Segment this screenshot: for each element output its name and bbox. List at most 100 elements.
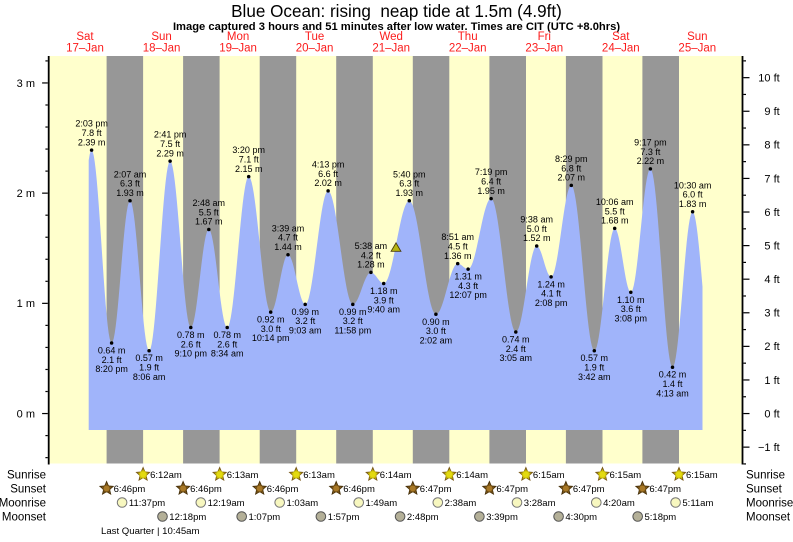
svg-text:6.0 ft: 6.0 ft (683, 190, 704, 200)
svg-text:6:47pm: 6:47pm (496, 484, 528, 495)
svg-text:Sunrise: Sunrise (7, 470, 46, 482)
svg-text:25–Jan: 25–Jan (678, 43, 716, 55)
svg-text:9:38 am: 9:38 am (520, 215, 553, 225)
svg-text:9: 9 (764, 106, 770, 118)
svg-text:23–Jan: 23–Jan (525, 43, 563, 55)
svg-text:6:46pm: 6:46pm (114, 484, 146, 495)
svg-text:0.42 m: 0.42 m (659, 370, 687, 380)
svg-text:Blue Ocean: rising neap tide: Blue Ocean: rising neap tide at 1.5m (4.… (231, 2, 562, 21)
svg-text:1.68 m: 1.68 m (601, 216, 629, 226)
svg-text:3: 3 (764, 308, 770, 320)
svg-text:Sat: Sat (76, 31, 94, 43)
svg-text:6:14am: 6:14am (380, 470, 412, 481)
svg-text:ft: ft (774, 274, 780, 286)
svg-text:6:15am: 6:15am (533, 470, 565, 481)
svg-text:1:49am: 1:49am (366, 498, 398, 509)
svg-text:2.22 m: 2.22 m (637, 156, 665, 166)
svg-text:6:46pm: 6:46pm (343, 484, 375, 495)
svg-text:4:13 pm: 4:13 pm (312, 160, 345, 170)
svg-text:4.1 ft: 4.1 ft (541, 289, 562, 299)
svg-text:5.5 ft: 5.5 ft (605, 206, 626, 216)
svg-text:11:37pm: 11:37pm (129, 498, 165, 509)
svg-text:10: 10 (758, 73, 770, 85)
svg-text:10:30 am: 10:30 am (674, 180, 712, 190)
svg-text:Last Quarter | 10:45am: Last Quarter | 10:45am (101, 526, 199, 537)
svg-text:4: 4 (764, 274, 770, 286)
svg-text:21–Jan: 21–Jan (372, 43, 410, 55)
svg-text:8:29 pm: 8:29 pm (555, 154, 588, 164)
svg-text:1.83 m: 1.83 m (679, 199, 707, 209)
svg-text:3:39 am: 3:39 am (272, 223, 305, 233)
svg-text:Sat: Sat (612, 31, 630, 43)
svg-text:0.57 m: 0.57 m (135, 353, 163, 363)
svg-text:ft: ft (774, 442, 780, 454)
svg-text:6:46pm: 6:46pm (267, 484, 299, 495)
svg-text:ft: ft (774, 341, 780, 353)
svg-text:6: 6 (764, 207, 770, 219)
svg-text:0 m: 0 m (17, 408, 35, 420)
svg-text:0.90 m: 0.90 m (422, 317, 450, 327)
svg-text:Sunset: Sunset (746, 484, 783, 496)
svg-text:0: 0 (764, 408, 770, 420)
svg-text:ft: ft (774, 408, 780, 420)
svg-text:2.02 m: 2.02 m (314, 178, 342, 188)
svg-text:3.2 ft: 3.2 ft (295, 316, 316, 326)
svg-text:ft: ft (774, 308, 780, 320)
svg-text:6.6 ft: 6.6 ft (318, 169, 339, 179)
svg-text:2.4 ft: 2.4 ft (506, 344, 527, 354)
svg-text:19–Jan: 19–Jan (219, 43, 257, 55)
svg-text:ft: ft (774, 375, 780, 387)
svg-text:2:07 am: 2:07 am (114, 169, 147, 179)
svg-text:0.78 m: 0.78 m (213, 330, 241, 340)
svg-text:6.3 ft: 6.3 ft (120, 179, 141, 189)
svg-text:2:02 am: 2:02 am (420, 335, 453, 345)
svg-text:7:19 pm: 7:19 pm (475, 167, 508, 177)
svg-text:0.92 m: 0.92 m (257, 315, 285, 325)
svg-text:1:07pm: 1:07pm (249, 512, 281, 523)
svg-text:5: 5 (764, 241, 770, 253)
svg-text:6:47pm: 6:47pm (649, 484, 681, 495)
svg-text:1.9 ft: 1.9 ft (584, 363, 605, 373)
svg-text:4:20am: 4:20am (603, 498, 635, 509)
svg-text:1:03am: 1:03am (287, 498, 319, 509)
svg-text:0.57 m: 0.57 m (581, 353, 609, 363)
svg-text:1.9 ft: 1.9 ft (139, 363, 160, 373)
svg-text:0.99 m: 0.99 m (339, 307, 367, 317)
svg-text:5:38 am: 5:38 am (355, 241, 388, 251)
svg-text:0.99 m: 0.99 m (291, 307, 319, 317)
svg-text:1.36 m: 1.36 m (444, 251, 472, 261)
svg-text:5:11am: 5:11am (682, 498, 713, 509)
svg-text:6.8 ft: 6.8 ft (561, 163, 582, 173)
svg-text:5.0 ft: 5.0 ft (527, 224, 548, 234)
svg-text:2:03 pm: 2:03 pm (75, 119, 108, 129)
svg-text:11:58 pm: 11:58 pm (334, 326, 371, 336)
svg-text:2.07 m: 2.07 m (558, 173, 586, 183)
svg-text:6:14am: 6:14am (456, 470, 488, 481)
svg-text:3.9 ft: 3.9 ft (374, 295, 395, 305)
svg-text:3:39pm: 3:39pm (486, 512, 518, 523)
svg-text:2 m: 2 m (17, 188, 35, 200)
svg-text:2:48 am: 2:48 am (193, 198, 226, 208)
svg-text:2: 2 (764, 341, 770, 353)
svg-text:9:03 am: 9:03 am (289, 326, 322, 336)
svg-text:Moonset: Moonset (746, 512, 791, 524)
svg-text:5.5 ft: 5.5 ft (199, 207, 220, 217)
svg-text:2.6 ft: 2.6 ft (217, 339, 238, 349)
svg-text:12:19am: 12:19am (208, 498, 245, 509)
svg-text:3:28am: 3:28am (524, 498, 556, 509)
svg-text:9:40 am: 9:40 am (367, 305, 400, 315)
svg-text:7.8 ft: 7.8 ft (82, 128, 103, 138)
svg-text:6:47pm: 6:47pm (420, 484, 452, 495)
svg-text:6.3 ft: 6.3 ft (399, 179, 420, 189)
svg-text:Sunrise: Sunrise (746, 470, 785, 482)
svg-text:6:13am: 6:13am (227, 470, 259, 481)
svg-text:1:57pm: 1:57pm (328, 512, 360, 523)
svg-text:2.15 m: 2.15 m (235, 164, 263, 174)
svg-text:4.2 ft: 4.2 ft (361, 250, 382, 260)
svg-text:Sun: Sun (151, 31, 171, 43)
svg-text:3:42 am: 3:42 am (578, 372, 611, 382)
svg-text:8:51 am: 8:51 am (441, 232, 474, 242)
svg-text:8:34 am: 8:34 am (211, 349, 244, 359)
svg-text:3:20 pm: 3:20 pm (232, 145, 265, 155)
svg-text:1.44 m: 1.44 m (274, 242, 302, 252)
